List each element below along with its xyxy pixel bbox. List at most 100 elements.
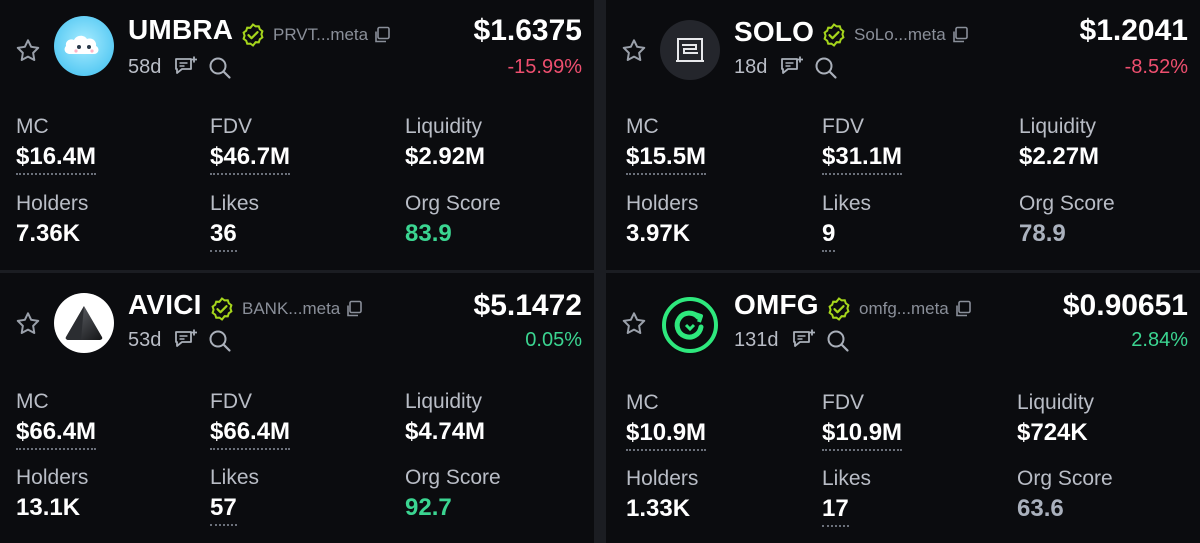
token-card-omfg[interactable]: OMFG omfg...meta 131d $0.90651 2.84% MC $… <box>606 273 1200 543</box>
token-symbol[interactable]: SOLO <box>734 16 815 47</box>
stat-liquidity: Liquidity $4.74M <box>405 390 485 446</box>
stat-label: Likes <box>210 466 260 489</box>
stat-label: MC <box>16 390 49 413</box>
stat-value-org-score: 63.6 <box>1017 495 1064 522</box>
stat-label: Org Score <box>405 192 501 215</box>
stat-value-liquidity: $724K <box>1017 419 1088 446</box>
token-card-avici[interactable]: AVICI BANK...meta 53d $5.1472 0.05% MC $6… <box>0 273 594 543</box>
token-card-solo[interactable]: SOLO SoLo...meta 18d $1.2041 -8.52% MC $1… <box>606 0 1200 270</box>
stat-value-likes[interactable]: 36 <box>210 220 237 252</box>
search-icon[interactable] <box>207 55 233 81</box>
stat-value-likes[interactable]: 57 <box>210 494 237 526</box>
stat-fdv: FDV $10.9M <box>822 391 903 451</box>
stat-holders: Holders 3.97K <box>626 192 698 248</box>
stat-label: Org Score <box>1019 192 1115 215</box>
stat-label: FDV <box>822 391 864 414</box>
stat-value-mc[interactable]: $66.4M <box>16 418 97 450</box>
star-icon[interactable] <box>14 37 42 65</box>
triangle-prism-icon <box>54 293 114 353</box>
copy-icon[interactable] <box>373 26 391 44</box>
stat-label: Holders <box>16 466 89 489</box>
notes-add-icon[interactable] <box>779 55 805 81</box>
stat-value-holders: 7.36K <box>16 220 81 247</box>
token-symbol[interactable]: AVICI <box>128 289 202 320</box>
token-price: $0.90651 <box>1062 289 1188 322</box>
stat-fdv: FDV $66.4M <box>210 390 291 450</box>
token-address[interactable]: PRVT...meta <box>273 25 369 44</box>
token-price: $1.6375 <box>473 14 582 47</box>
stat-label: MC <box>16 115 49 138</box>
star-icon[interactable] <box>620 310 648 338</box>
stat-value-liquidity: $2.27M <box>1019 143 1100 170</box>
stat-value-fdv[interactable]: $31.1M <box>822 143 903 175</box>
stat-liquidity: Liquidity $2.92M <box>405 115 485 171</box>
cloud-mascot-icon <box>54 16 114 76</box>
stat-value-fdv[interactable]: $46.7M <box>210 143 291 175</box>
verified-badge-icon <box>211 297 233 321</box>
stat-label: Org Score <box>405 466 501 489</box>
stat-mc: MC $16.4M <box>16 115 97 175</box>
verified-badge-icon <box>823 23 845 47</box>
stat-label: Liquidity <box>405 115 483 138</box>
notes-add-icon[interactable] <box>791 328 817 354</box>
token-age: 53d <box>128 329 162 351</box>
stat-org-score: Org Score 83.9 <box>405 192 501 248</box>
token-header: UMBRA PRVT...meta 58d $1.6375 -15.99% <box>0 0 594 100</box>
token-symbol[interactable]: UMBRA <box>128 14 234 45</box>
stat-label: Holders <box>16 192 89 215</box>
verified-badge-icon <box>242 23 264 47</box>
token-age: 18d <box>734 56 768 78</box>
stat-fdv: FDV $31.1M <box>822 115 903 175</box>
stat-value-org-score: 83.9 <box>405 220 452 247</box>
token-header: SOLO SoLo...meta 18d $1.2041 -8.52% <box>606 0 1200 100</box>
stat-value-fdv[interactable]: $10.9M <box>822 419 903 451</box>
stat-org-score: Org Score 63.6 <box>1017 467 1113 523</box>
stat-value-likes[interactable]: 9 <box>822 220 836 252</box>
stat-holders: Holders 7.36K <box>16 192 88 248</box>
stat-liquidity: Liquidity $2.27M <box>1019 115 1099 171</box>
token-card-umbra[interactable]: UMBRA PRVT...meta 58d $1.6375 -15.99% MC… <box>0 0 594 270</box>
token-address[interactable]: BANK...meta <box>242 299 341 318</box>
stat-label: Likes <box>822 192 872 215</box>
stat-label: Likes <box>210 192 260 215</box>
price-change: 0.05% <box>525 329 582 351</box>
stat-mc: MC $15.5M <box>626 115 707 175</box>
stat-value-likes[interactable]: 17 <box>822 495 849 527</box>
star-icon[interactable] <box>14 310 42 338</box>
token-header: OMFG omfg...meta 131d $0.90651 2.84% <box>606 273 1200 373</box>
copy-icon[interactable] <box>954 300 972 318</box>
stat-label: Holders <box>626 467 699 490</box>
copy-icon[interactable] <box>345 300 363 318</box>
token-address[interactable]: omfg...meta <box>859 299 949 318</box>
stat-value-liquidity: $4.74M <box>405 418 486 445</box>
star-icon[interactable] <box>620 37 648 65</box>
stat-likes: Likes 9 <box>822 192 871 252</box>
token-address[interactable]: SoLo...meta <box>854 25 946 44</box>
stat-value-mc[interactable]: $15.5M <box>626 143 707 175</box>
verified-badge-icon <box>828 297 850 321</box>
notes-add-icon[interactable] <box>173 55 199 81</box>
stat-value-mc[interactable]: $10.9M <box>626 419 707 451</box>
stat-holders: Holders 1.33K <box>626 467 698 523</box>
token-price: $5.1472 <box>473 289 582 322</box>
search-icon[interactable] <box>207 328 233 354</box>
token-price: $1.2041 <box>1079 14 1188 47</box>
stat-org-score: Org Score 78.9 <box>1019 192 1115 248</box>
stat-label: FDV <box>210 390 252 413</box>
stat-mc: MC $66.4M <box>16 390 97 450</box>
stat-label: Org Score <box>1017 467 1113 490</box>
stat-value-org-score: 92.7 <box>405 494 452 521</box>
stat-label: Holders <box>626 192 699 215</box>
copy-icon[interactable] <box>951 26 969 44</box>
stat-value-holders: 1.33K <box>626 495 691 522</box>
stat-likes: Likes 17 <box>822 467 871 527</box>
stat-org-score: Org Score 92.7 <box>405 466 501 522</box>
stat-label: Liquidity <box>405 390 483 413</box>
search-icon[interactable] <box>813 55 839 81</box>
stat-value-fdv[interactable]: $66.4M <box>210 418 291 450</box>
token-symbol[interactable]: OMFG <box>734 289 819 320</box>
search-icon[interactable] <box>825 328 851 354</box>
stat-value-mc[interactable]: $16.4M <box>16 143 97 175</box>
notes-add-icon[interactable] <box>173 328 199 354</box>
